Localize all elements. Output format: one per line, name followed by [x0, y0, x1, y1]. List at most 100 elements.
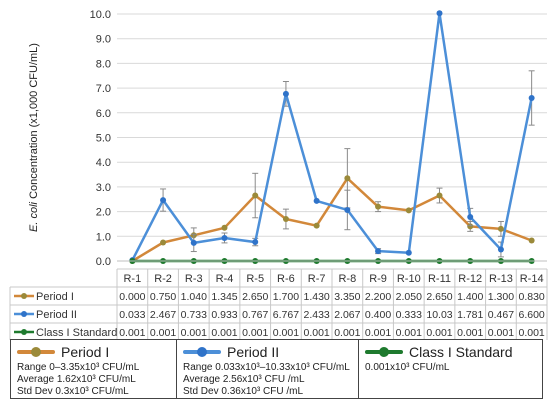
- period-i-table-value: 1.700: [273, 291, 299, 303]
- period-i-point: [528, 237, 535, 244]
- period-i-table-value: 1.345: [211, 291, 237, 303]
- period-ii-table-value: 0.033: [119, 309, 145, 321]
- category-label: R-14: [520, 273, 544, 285]
- category-label: R-6: [277, 273, 295, 285]
- period-i-table-value: 2.650: [426, 291, 452, 303]
- legend-period-2-range: Range 0.033x10³–10.33x10³ CFU/mL: [183, 362, 350, 373]
- y-tick-label: 1.0: [96, 231, 111, 243]
- class-i-standard-table-value: 0.001: [396, 327, 422, 339]
- period-ii-table-value: 2.467: [150, 309, 176, 321]
- category-label: R-7: [308, 273, 326, 285]
- y-tick-label: 6.0: [96, 108, 111, 120]
- chart-svg: 0.0 1.0 2.0 3.0 4.0 5.0 6.0 7.0 8.0 9.0 10.0 E. col…: [9, 9, 548, 340]
- period-i-point: [375, 203, 382, 210]
- period-ii-table-value: 0.400: [365, 309, 391, 321]
- y-tick-label: 5.0: [96, 133, 111, 145]
- period-ii-table-name: Period II: [36, 309, 77, 321]
- period-ii-table-value: 0.467: [488, 309, 514, 321]
- class-i-standard-table-value: 0.001: [426, 327, 452, 339]
- class-i-standard-table-value: 0.001: [334, 327, 360, 339]
- period-i-table-value: 3.350: [334, 291, 360, 303]
- y-axis-label-rest: Concentration (x1,000 CFU/mL): [28, 43, 40, 202]
- y-tick-label: 3.0: [96, 182, 111, 194]
- period-i-point: [436, 192, 443, 199]
- period-ii-table-value: 6.767: [273, 309, 299, 321]
- period-ii-point: [375, 248, 382, 255]
- period-ii-table-value: 1.781: [457, 309, 483, 321]
- period-i-table-value: 1.400: [457, 291, 483, 303]
- period-ii-table-value: 0.933: [211, 309, 237, 321]
- class-i-standard-table-name: Class I Standard: [36, 327, 117, 339]
- period-i-table-value: 2.200: [365, 291, 391, 303]
- period-i-table-value: 2.050: [396, 291, 422, 303]
- legend-period-2-stddev: Std Dev 0.36x10³ CFU /mL: [183, 386, 304, 397]
- period-i-line: [131, 177, 533, 263]
- class-i-standard-table-value: 0.001: [365, 327, 391, 339]
- legend-period-1-stddev: Std Dev 0.3x10³ CFU/mL: [17, 386, 129, 397]
- legend-period-1: Period I Range 0–3.35x10³ CFU/mL Average…: [11, 340, 176, 398]
- category-label: R-5: [246, 273, 264, 285]
- category-label: R-2: [154, 273, 172, 285]
- period-ii-table-value: 2.067: [334, 309, 360, 321]
- class-i-standard-table-value: 0.001: [119, 327, 145, 339]
- period-i-point: [313, 222, 320, 229]
- legend-class-1-name: Class I Standard: [409, 344, 513, 360]
- y-tick-label: 4.0: [96, 157, 111, 169]
- class-i-standard-table-value: 0.001: [519, 327, 545, 339]
- period-i-table-value: 1.430: [304, 291, 330, 303]
- period-i-table-value: 1.040: [181, 291, 207, 303]
- period-ii-table-swatch-marker: [21, 311, 27, 317]
- period-ii-table-value: 6.600: [519, 309, 545, 321]
- period-ii-point: [528, 94, 535, 101]
- legend-period-1-average: Average 1.62x10³ CFU/mL: [17, 374, 136, 385]
- period-ii-table-value: 10.03: [426, 309, 452, 321]
- period-ii-point: [160, 197, 167, 204]
- period-ii-line: [131, 12, 533, 261]
- y-tick-label: 9.0: [96, 34, 111, 46]
- period-i-point: [221, 224, 228, 231]
- category-label: R-8: [338, 273, 356, 285]
- class-i-standard-table-value: 0.001: [488, 327, 514, 339]
- period-ii-point: [313, 197, 320, 204]
- legend-class-1: Class I Standard 0.001x10³ CFU/mL: [358, 340, 542, 398]
- category-label: R-12: [458, 273, 482, 285]
- class-i-standard-table-value: 0.001: [181, 327, 207, 339]
- period-i-table-value: 0.000: [119, 291, 145, 303]
- legend-period-1-name: Period I: [61, 344, 110, 360]
- legend-class-1-marker: [379, 347, 389, 357]
- period-ii-point: [282, 90, 289, 97]
- category-label: R-9: [369, 273, 387, 285]
- category-label: R-11: [428, 273, 451, 285]
- period-i-point: [497, 225, 504, 232]
- legend-period-2-name: Period II: [227, 344, 280, 360]
- period-ii-table-value: 0.767: [242, 309, 268, 321]
- period-ii-point: [405, 249, 412, 256]
- category-label: R-1: [123, 273, 141, 285]
- legend-period-1-swatch: [17, 347, 55, 357]
- class-i-standard-table-swatch-marker: [21, 329, 27, 335]
- legend-period-2: Period II Range 0.033x10³–10.33x10³ CFU/…: [176, 340, 358, 398]
- period-ii-table-value: 0.333: [396, 309, 422, 321]
- period-i-table-value: 0.750: [150, 291, 176, 303]
- y-tick-label: 2.0: [96, 207, 111, 219]
- period-i-point: [252, 192, 259, 199]
- class-i-standard-table-value: 0.001: [457, 327, 483, 339]
- legend-period-1-range: Range 0–3.35x10³ CFU/mL: [17, 362, 140, 373]
- period-i-point: [282, 216, 289, 223]
- period-ii-point: [436, 10, 443, 17]
- period-ii-point: [252, 239, 259, 246]
- y-tick-label: 10.0: [90, 9, 111, 21]
- period-ii-point: [344, 206, 351, 213]
- class-i-standard-table-value: 0.001: [242, 327, 268, 339]
- class-i-standard-table-value: 0.001: [150, 327, 176, 339]
- period-i-table-value: 2.650: [242, 291, 268, 303]
- y-axis-label: E. coli Concentration (x1,000 CFU/mL): [28, 43, 40, 232]
- category-label: R-3: [185, 273, 203, 285]
- period-i-table-swatch-marker: [21, 293, 27, 299]
- period-i-point: [467, 223, 474, 230]
- period-i-table-name: Period I: [36, 291, 74, 303]
- class-i-standard-table-value: 0.001: [273, 327, 299, 339]
- period-ii-point: [190, 239, 197, 246]
- category-label: R-4: [216, 273, 234, 285]
- period-i-table-value: 1.300: [488, 291, 514, 303]
